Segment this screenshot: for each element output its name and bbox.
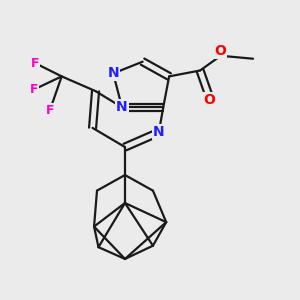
- Text: F: F: [31, 57, 39, 70]
- Text: N: N: [107, 66, 119, 80]
- Text: N: N: [153, 125, 165, 139]
- Text: F: F: [46, 104, 54, 117]
- Text: O: O: [215, 44, 226, 58]
- Text: F: F: [29, 83, 38, 96]
- Text: O: O: [203, 93, 215, 107]
- Text: N: N: [116, 100, 128, 114]
